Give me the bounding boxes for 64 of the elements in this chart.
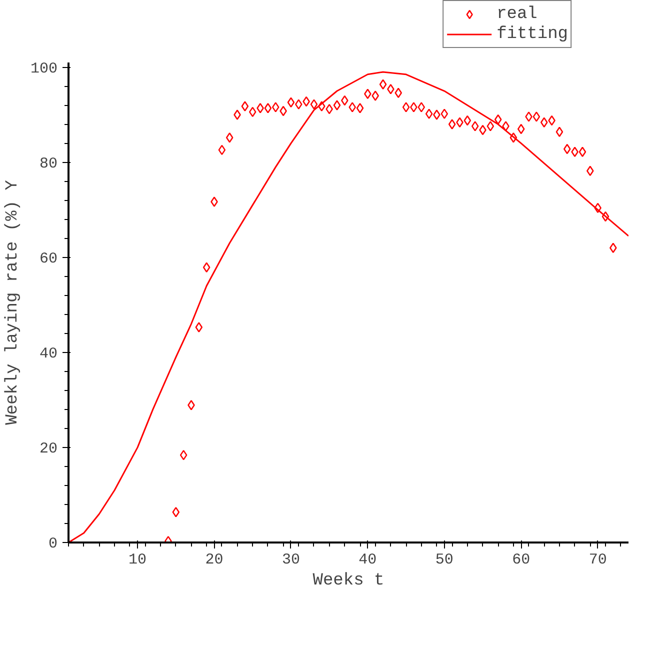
y-axis-title: Weekly laying rate (%) Y xyxy=(3,180,22,425)
point xyxy=(510,132,518,143)
point xyxy=(264,102,272,114)
point xyxy=(525,112,532,122)
legend-label: real xyxy=(496,4,538,24)
point xyxy=(433,110,440,120)
point xyxy=(540,117,548,128)
y-tick-label: 60 xyxy=(39,250,58,268)
point xyxy=(563,144,571,154)
point xyxy=(486,121,494,132)
point xyxy=(356,102,364,114)
point xyxy=(188,400,195,410)
x-tick-label: 30 xyxy=(282,552,300,568)
point xyxy=(602,211,610,222)
x-tick-label: 70 xyxy=(588,552,607,568)
point xyxy=(272,102,280,112)
x-tick-label: 60 xyxy=(512,552,530,568)
point xyxy=(410,102,418,112)
point xyxy=(448,119,456,130)
point xyxy=(418,102,426,112)
y-tick-label: 0 xyxy=(48,536,58,552)
point xyxy=(310,99,318,110)
point xyxy=(394,88,402,98)
y-tick-label: 80 xyxy=(39,155,58,172)
point xyxy=(440,108,448,119)
point xyxy=(571,146,578,157)
point xyxy=(294,99,302,110)
point xyxy=(494,114,502,125)
point xyxy=(195,322,203,332)
point xyxy=(586,166,594,176)
x-tick-label: 50 xyxy=(435,552,454,568)
point xyxy=(241,101,249,112)
point xyxy=(202,262,210,272)
point xyxy=(234,110,241,120)
point xyxy=(425,108,433,119)
x-axis-title: Weeks t xyxy=(312,572,384,590)
x-tick-label: 40 xyxy=(358,552,377,568)
y-tick-label: 100 xyxy=(30,60,58,78)
point xyxy=(471,121,479,132)
point xyxy=(402,102,410,112)
point xyxy=(248,106,256,118)
point xyxy=(464,115,472,126)
y-tick-label: 40 xyxy=(39,345,58,362)
point xyxy=(578,146,586,157)
point xyxy=(372,90,379,101)
x-tick-label: 20 xyxy=(205,552,224,568)
y-tick-label: 20 xyxy=(39,440,58,458)
legend-label: fitting xyxy=(496,24,568,44)
point xyxy=(226,132,234,143)
x-tick-label: 10 xyxy=(128,552,147,568)
point xyxy=(502,121,510,132)
point xyxy=(517,124,525,134)
point xyxy=(172,506,180,518)
point xyxy=(610,242,617,253)
point xyxy=(180,450,188,460)
point xyxy=(556,126,564,138)
point xyxy=(379,79,387,90)
point xyxy=(532,112,540,122)
point xyxy=(333,100,341,110)
point xyxy=(218,144,226,156)
point xyxy=(318,101,326,112)
point xyxy=(210,196,218,207)
point xyxy=(348,102,356,112)
point xyxy=(287,97,295,108)
